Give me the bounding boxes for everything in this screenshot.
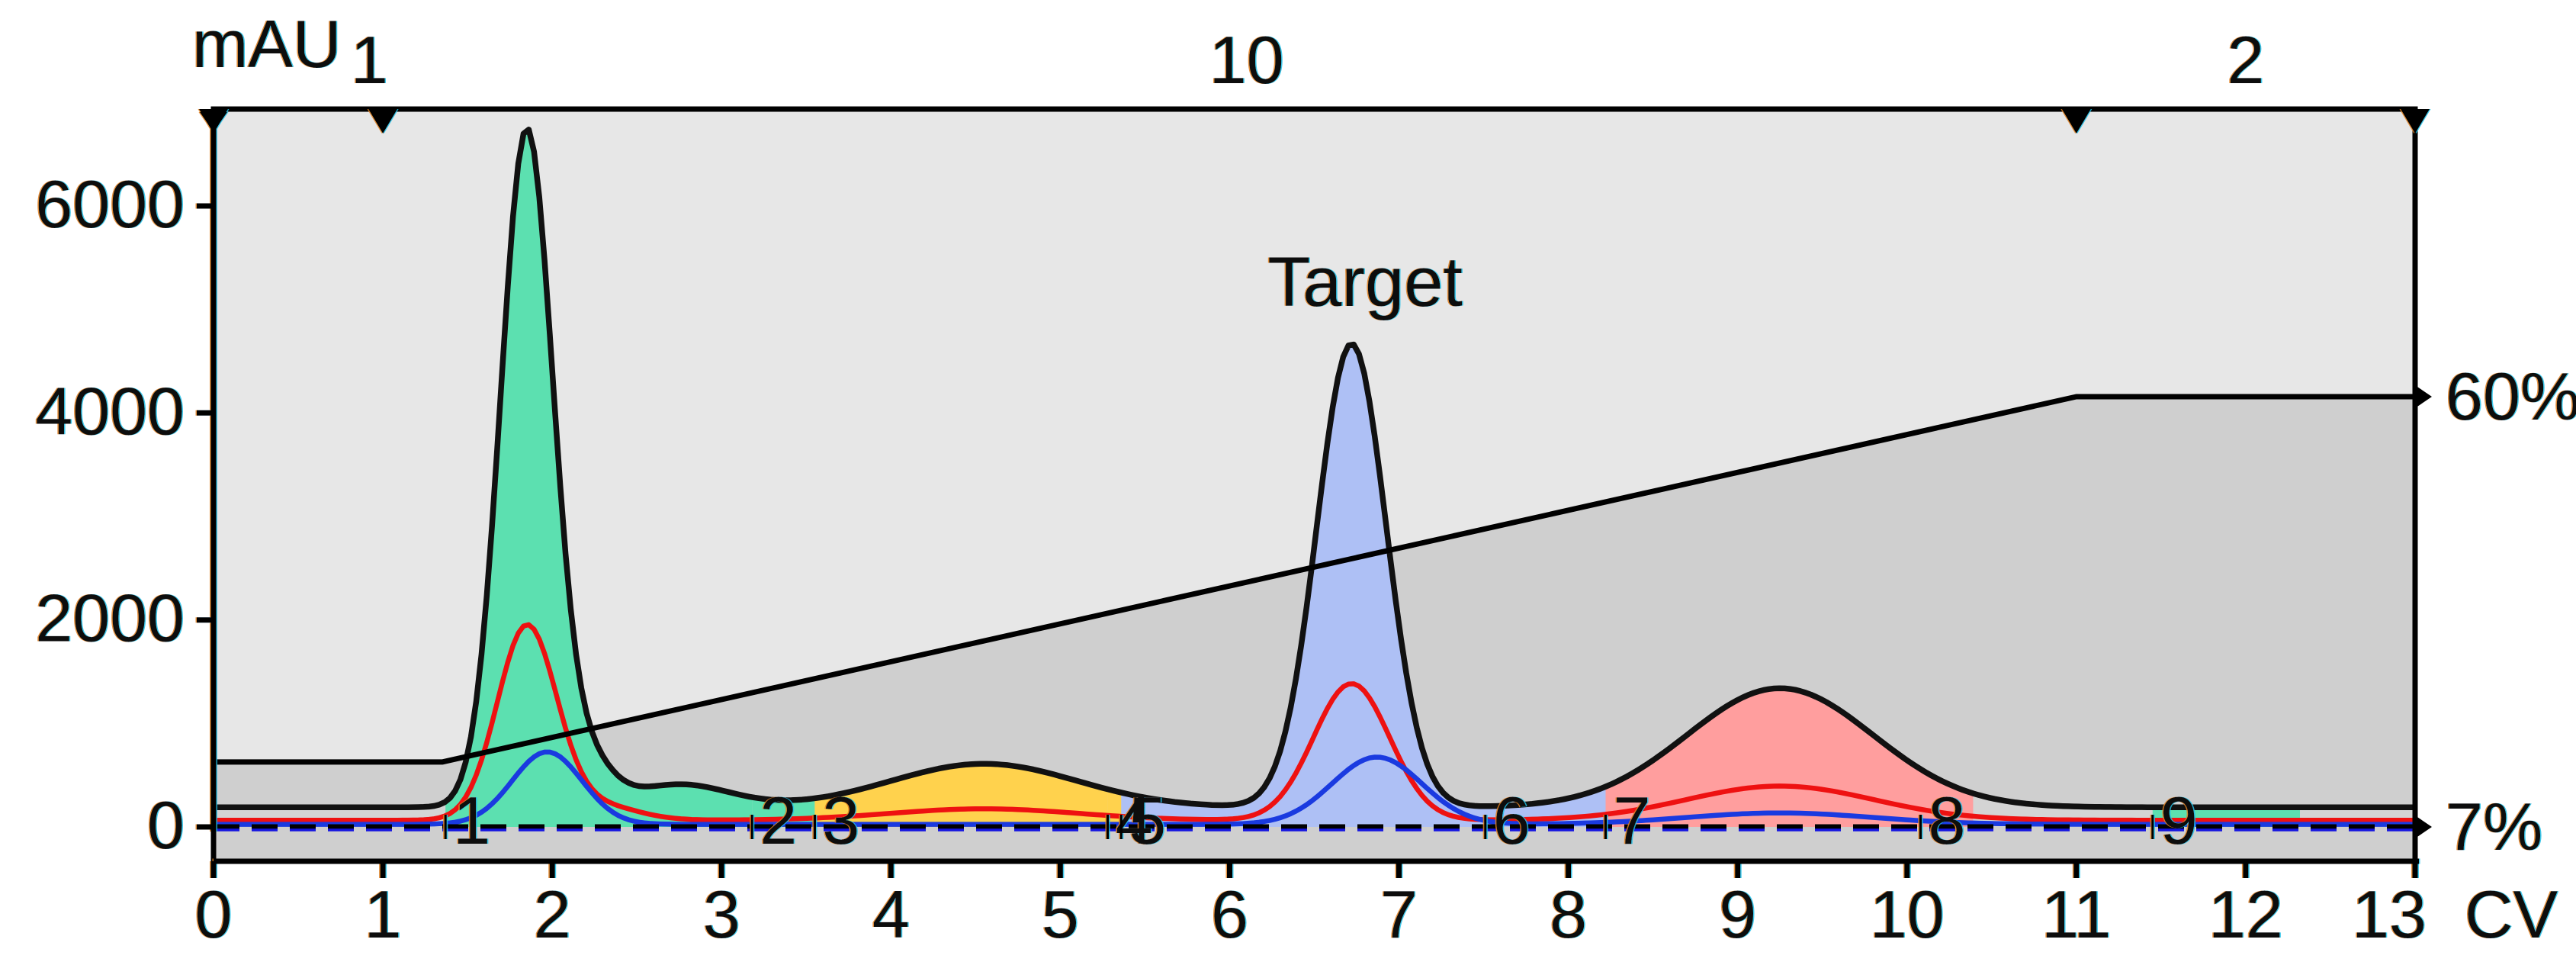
svg-text:6: 6 bbox=[1211, 877, 1248, 952]
svg-text:7: 7 bbox=[1614, 783, 1651, 858]
svg-text:4: 4 bbox=[872, 877, 910, 952]
svg-text:Target: Target bbox=[1267, 243, 1463, 321]
svg-text:5: 5 bbox=[1129, 783, 1166, 858]
svg-text:2: 2 bbox=[2227, 22, 2264, 98]
svg-text:4000: 4000 bbox=[35, 373, 185, 449]
svg-text:1: 1 bbox=[351, 22, 388, 98]
svg-text:2: 2 bbox=[760, 783, 797, 858]
svg-text:3: 3 bbox=[703, 877, 740, 952]
svg-text:1: 1 bbox=[453, 783, 490, 858]
svg-text:7%: 7% bbox=[2446, 789, 2542, 864]
svg-text:6000: 6000 bbox=[35, 166, 185, 242]
svg-text:12: 12 bbox=[2208, 877, 2283, 952]
svg-text:8: 8 bbox=[1550, 877, 1587, 952]
svg-text:2: 2 bbox=[534, 877, 571, 952]
svg-text:1: 1 bbox=[365, 877, 402, 952]
svg-text:6: 6 bbox=[1493, 783, 1531, 858]
svg-text:11: 11 bbox=[2041, 877, 2111, 952]
svg-text:CV: CV bbox=[2465, 877, 2558, 952]
svg-text:13: 13 bbox=[2352, 877, 2427, 952]
svg-text:10: 10 bbox=[1209, 22, 1284, 98]
svg-text:9: 9 bbox=[1719, 877, 1756, 952]
svg-text:0: 0 bbox=[147, 787, 185, 863]
svg-text:5: 5 bbox=[1042, 877, 1079, 952]
svg-text:0: 0 bbox=[195, 877, 233, 952]
svg-text:7: 7 bbox=[1380, 877, 1418, 952]
svg-text:60%: 60% bbox=[2446, 359, 2576, 434]
svg-text:3: 3 bbox=[822, 783, 859, 858]
svg-text:10: 10 bbox=[1870, 877, 1945, 952]
svg-text:2000: 2000 bbox=[35, 581, 185, 656]
svg-text:8: 8 bbox=[1929, 783, 1966, 858]
svg-text:mAU: mAU bbox=[192, 6, 342, 82]
svg-text:9: 9 bbox=[2160, 783, 2198, 858]
